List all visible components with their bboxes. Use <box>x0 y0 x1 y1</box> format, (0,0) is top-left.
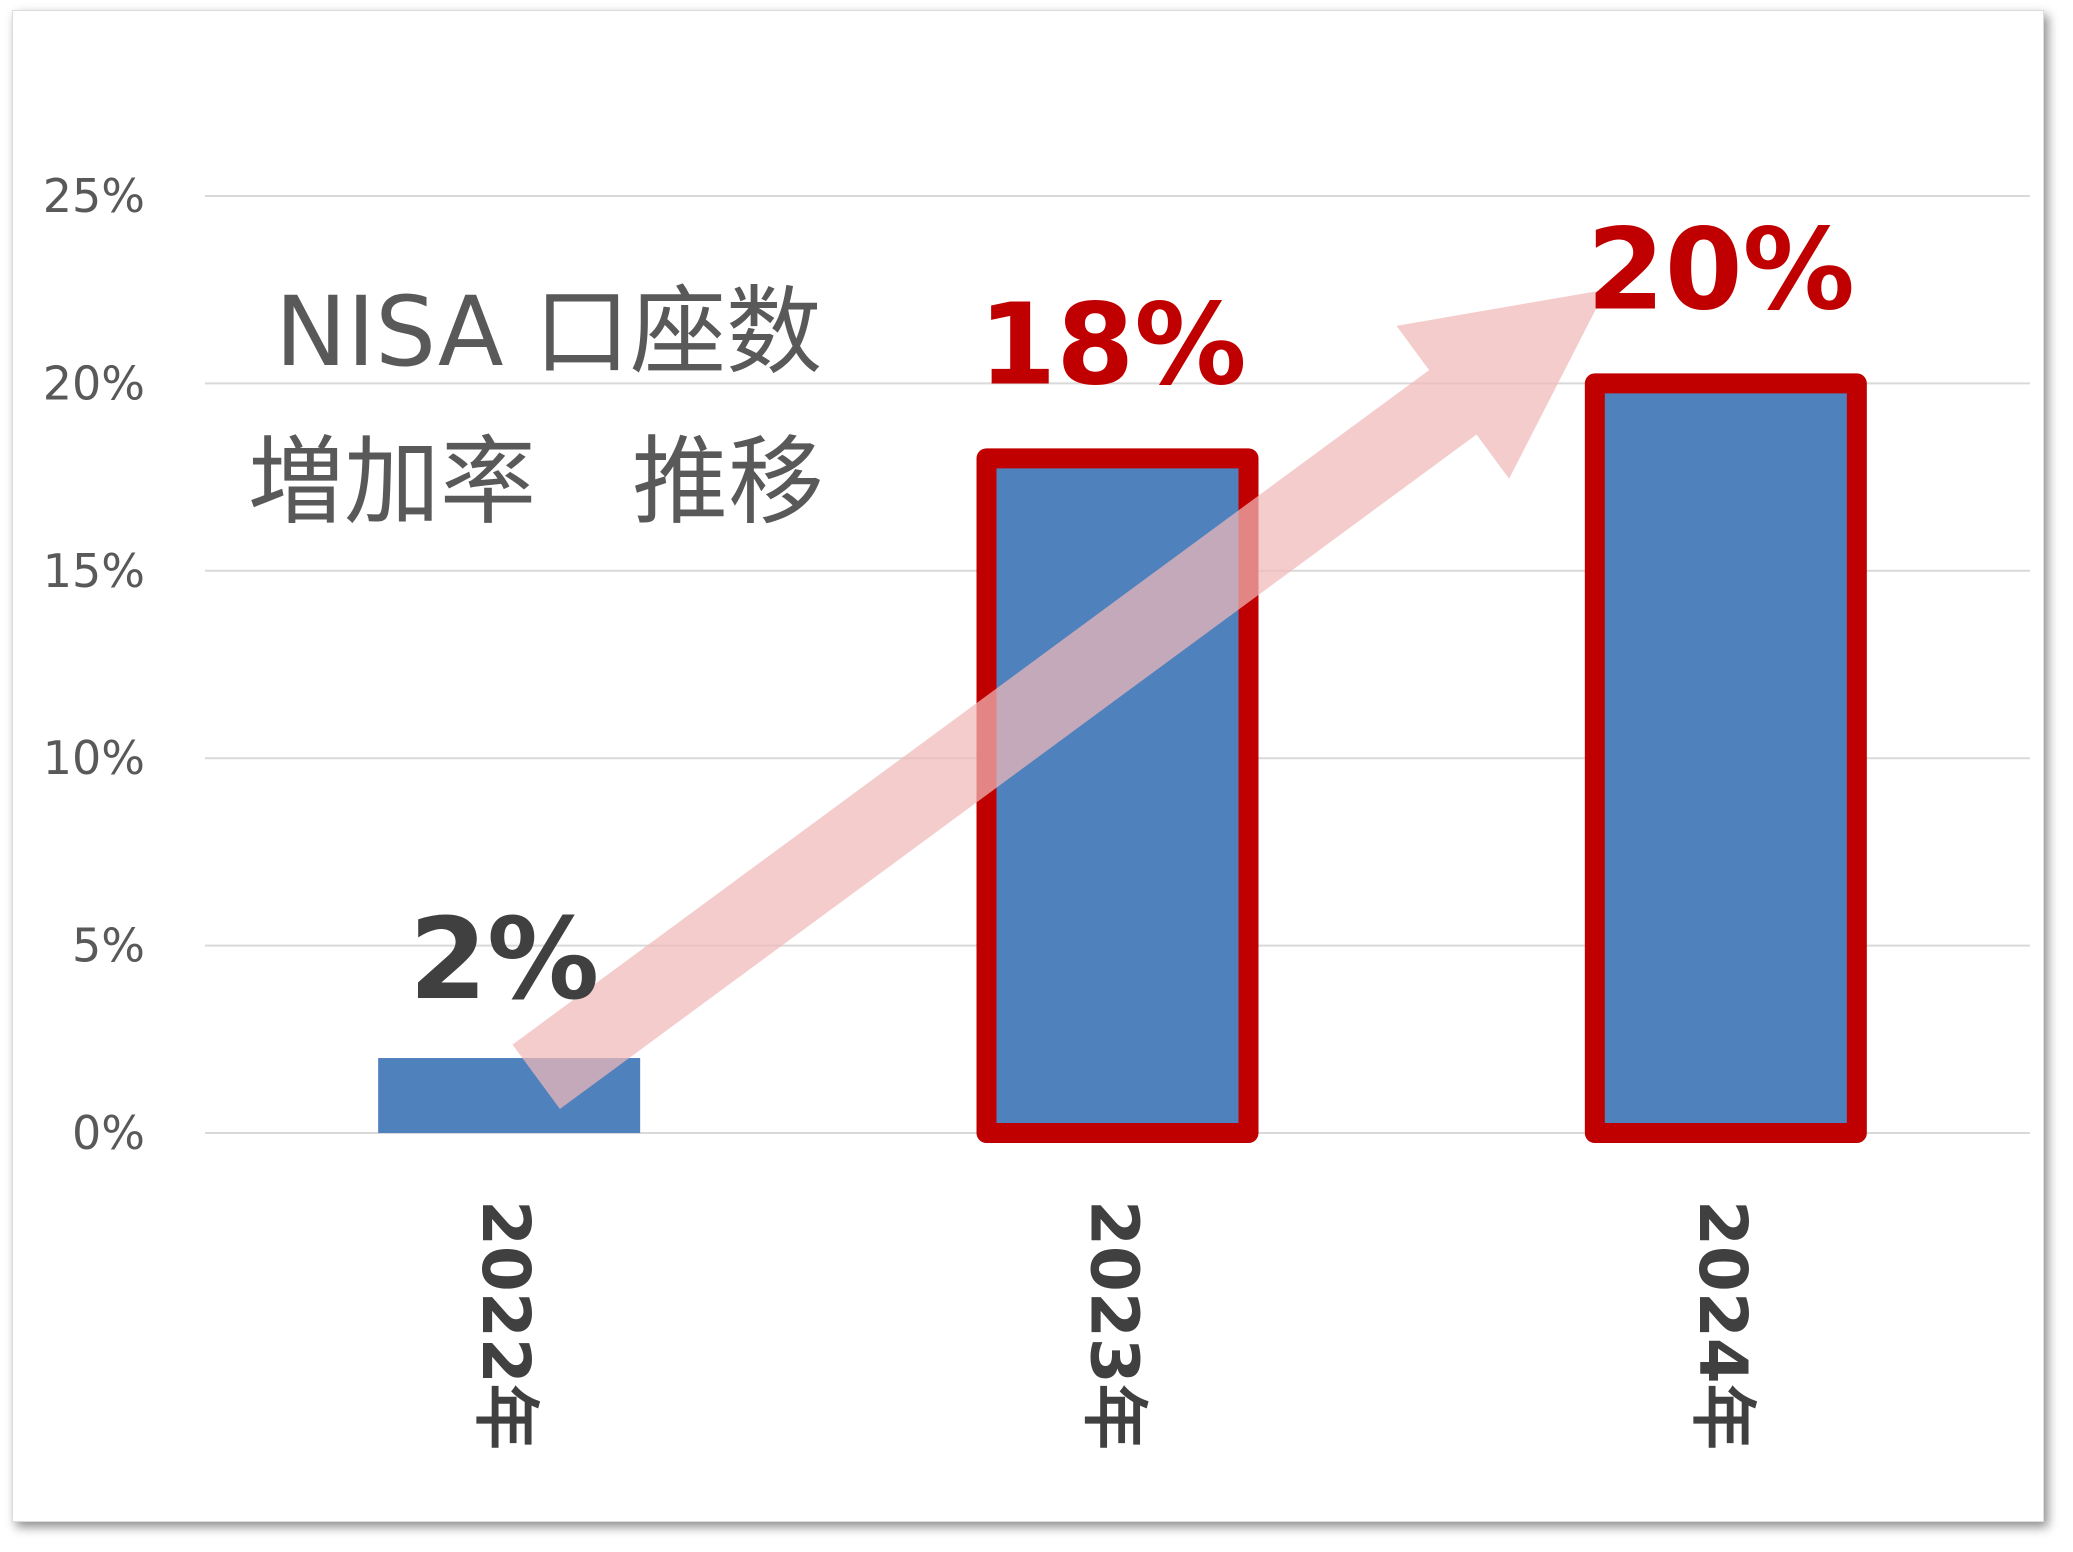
chart-title: NISA 口座数 増加率 推移 <box>248 276 824 538</box>
bar-2024年 <box>1584 373 1867 1143</box>
chart-title-line-2: 増加率 推移 <box>248 426 824 538</box>
y-axis-ticks: 0% 5% 10% 15% 20% 25% <box>43 169 145 1160</box>
data-label: 20% <box>1587 205 1855 335</box>
y-tick-label: 10% <box>43 731 145 785</box>
x-axis-labels: 2022年 2023年 2024年 <box>467 1200 1761 1450</box>
chart-title-line-1: NISA 口座数 <box>275 276 822 388</box>
y-tick-label: 5% <box>72 919 145 973</box>
data-labels: 2% 18% 20% <box>409 205 1855 1025</box>
y-tick-label: 15% <box>43 544 145 598</box>
y-tick-label: 20% <box>43 356 145 410</box>
x-tick-label: 2023年 <box>1076 1200 1153 1450</box>
y-tick-label: 25% <box>43 169 145 223</box>
x-tick-label: 2022年 <box>467 1200 544 1450</box>
data-label: 2% <box>409 895 599 1025</box>
trend-arrow-group <box>512 289 1606 1109</box>
data-label: 18% <box>978 280 1246 410</box>
trend-arrow <box>512 289 1606 1109</box>
x-tick-label: 2024年 <box>1684 1200 1761 1450</box>
y-tick-label: 0% <box>72 1106 145 1160</box>
